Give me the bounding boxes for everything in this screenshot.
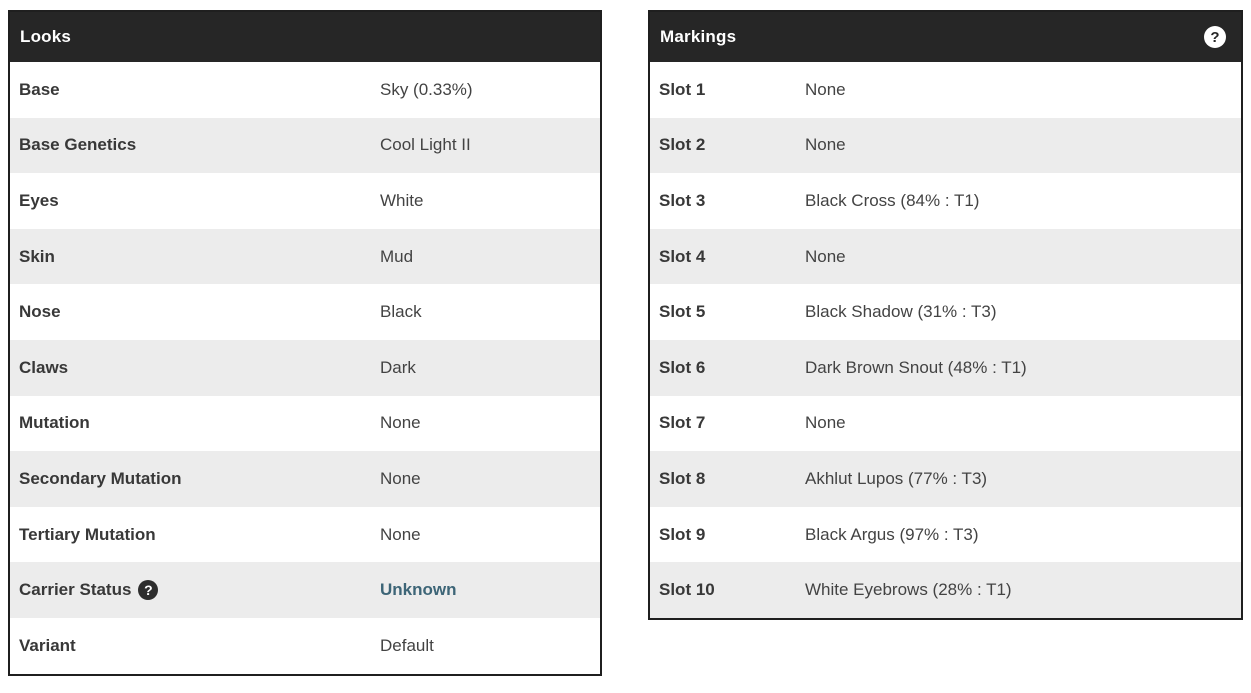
table-row: Slot 7 None bbox=[650, 395, 1241, 452]
row-label: Slot 3 bbox=[659, 190, 706, 210]
row-value: Akhlut Lupos (77% : T3) bbox=[805, 468, 988, 488]
row-label: Slot 4 bbox=[659, 246, 706, 266]
table-row: Variant Default bbox=[10, 617, 600, 674]
table-row: Slot 10 White Eyebrows (28% : T1) bbox=[650, 562, 1241, 618]
row-value: Dark bbox=[380, 357, 416, 377]
looks-rows: Base Sky (0.33%) Base Genetics Cool Ligh… bbox=[10, 62, 600, 674]
table-row: Skin Mud bbox=[10, 228, 600, 285]
row-label: Nose bbox=[19, 302, 61, 322]
table-row: Slot 3 Black Cross (84% : T1) bbox=[650, 173, 1241, 229]
table-row: Slot 6 Dark Brown Snout (48% : T1) bbox=[650, 339, 1241, 396]
table-row: Slot 1 None bbox=[650, 62, 1241, 118]
row-value: Black Shadow (31% : T3) bbox=[805, 302, 997, 322]
row-label: Slot 7 bbox=[659, 413, 706, 433]
table-row: Slot 4 None bbox=[650, 228, 1241, 285]
row-label: Eyes bbox=[19, 190, 59, 210]
row-label: Base Genetics bbox=[19, 135, 137, 155]
table-row: Slot 5 Black Shadow (31% : T3) bbox=[650, 284, 1241, 340]
markings-rows: Slot 1 None Slot 2 None Slot 3 Black Cro… bbox=[650, 62, 1241, 618]
row-label: Secondary Mutation bbox=[19, 468, 182, 488]
table-row: Secondary Mutation None bbox=[10, 451, 600, 507]
row-value: None bbox=[805, 135, 846, 155]
row-label: Tertiary Mutation bbox=[19, 524, 156, 544]
row-label: Slot 5 bbox=[659, 302, 706, 322]
row-value: Sky (0.33%) bbox=[380, 79, 473, 99]
row-value: White Eyebrows (28% : T1) bbox=[805, 580, 1012, 600]
row-label: Slot 8 bbox=[659, 468, 706, 488]
table-row: Nose Black bbox=[10, 284, 600, 340]
row-label: Slot 9 bbox=[659, 524, 706, 544]
row-value: None bbox=[805, 413, 846, 433]
row-value: None bbox=[380, 524, 421, 544]
table-row: Slot 2 None bbox=[650, 117, 1241, 174]
row-value: Black Argus (97% : T3) bbox=[805, 524, 979, 544]
row-value: None bbox=[380, 413, 421, 433]
row-value: Cool Light II bbox=[380, 135, 471, 155]
row-label: Carrier Status ? bbox=[10, 580, 380, 601]
row-label: Slot 10 bbox=[659, 580, 715, 600]
row-value: Dark Brown Snout (48% : T1) bbox=[805, 357, 1027, 377]
row-value: Black bbox=[380, 302, 422, 322]
row-value: Default bbox=[380, 635, 434, 655]
row-label: Slot 2 bbox=[659, 135, 706, 155]
row-value: None bbox=[805, 246, 846, 266]
looks-panel: Looks Base Sky (0.33%) Base Genetics Coo… bbox=[8, 10, 602, 676]
table-row: Claws Dark bbox=[10, 339, 600, 396]
carrier-status-label: Carrier Status bbox=[19, 580, 132, 600]
table-row: Mutation None bbox=[10, 395, 600, 452]
row-value: None bbox=[380, 468, 421, 488]
row-value: Mud bbox=[380, 246, 414, 266]
table-row: Slot 9 Black Argus (97% : T3) bbox=[650, 506, 1241, 563]
markings-panel-title: Markings bbox=[660, 27, 737, 46]
markings-panel-header: Markings ? bbox=[650, 12, 1241, 62]
table-row: Slot 8 Akhlut Lupos (77% : T3) bbox=[650, 451, 1241, 507]
table-row: Base Sky (0.33%) bbox=[10, 62, 600, 118]
row-value: None bbox=[805, 79, 846, 99]
row-label: Claws bbox=[19, 357, 69, 377]
row-label: Slot 1 bbox=[659, 79, 706, 99]
looks-panel-header: Looks bbox=[10, 12, 600, 62]
markings-panel: Markings ? Slot 1 None Slot 2 None Slot … bbox=[648, 10, 1243, 620]
question-circle-icon[interactable]: ? bbox=[1204, 26, 1226, 48]
table-row: Eyes White bbox=[10, 173, 600, 229]
table-row: Base Genetics Cool Light II bbox=[10, 117, 600, 174]
row-label: Base bbox=[19, 79, 60, 99]
row-value: Black Cross (84% : T1) bbox=[805, 190, 980, 210]
row-label: Mutation bbox=[19, 413, 90, 433]
row-label: Skin bbox=[19, 246, 55, 266]
question-circle-icon[interactable]: ? bbox=[138, 580, 159, 601]
table-row: Tertiary Mutation None bbox=[10, 506, 600, 563]
row-value: White bbox=[380, 190, 424, 210]
carrier-status-link[interactable]: Unknown bbox=[380, 580, 457, 600]
row-label: Variant bbox=[19, 635, 76, 655]
looks-panel-title: Looks bbox=[20, 27, 72, 46]
row-label: Slot 6 bbox=[659, 357, 706, 377]
table-row-carrier-status: Carrier Status ? Unknown bbox=[10, 562, 600, 618]
